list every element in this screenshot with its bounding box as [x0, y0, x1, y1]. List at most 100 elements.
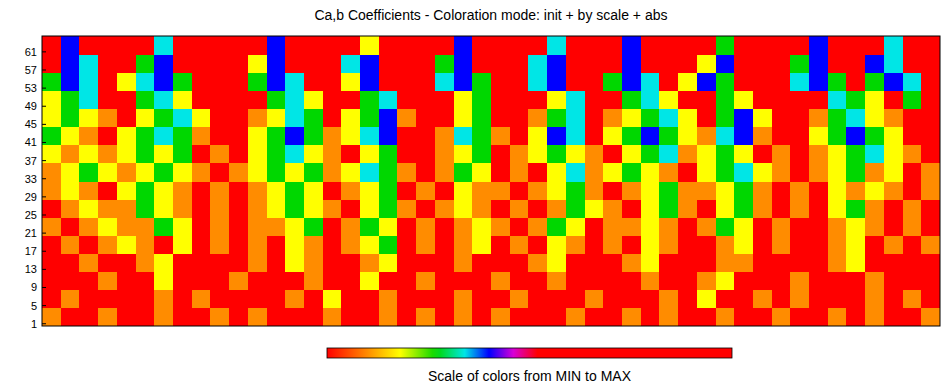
heatmap-cell: [154, 54, 173, 73]
heatmap-cell: [210, 54, 229, 73]
heatmap-cell: [397, 272, 416, 291]
heatmap-cell: [790, 181, 809, 200]
heatmap-cell: [136, 145, 155, 164]
heatmap-cell: [154, 36, 173, 55]
heatmap-cell: [641, 90, 660, 109]
heatmap-cell: [154, 163, 173, 182]
heatmap-cell: [416, 36, 435, 55]
heatmap-cell: [285, 72, 304, 91]
heatmap-cell: [603, 127, 622, 146]
heatmap-cell: [472, 272, 491, 291]
heatmap-cell: [809, 72, 828, 91]
heatmap-cell: [472, 109, 491, 128]
heatmap-cell: [435, 36, 454, 55]
heatmap-cell: [192, 109, 211, 128]
heatmap-cell: [79, 181, 98, 200]
heatmap-cell: [846, 308, 865, 326]
heatmap-cell: [285, 254, 304, 273]
heatmap-cell: [547, 72, 566, 91]
heatmap-cell: [528, 145, 547, 164]
heatmap-cell: [42, 54, 61, 73]
heatmap-cell: [397, 127, 416, 146]
heatmap-cell: [921, 254, 940, 273]
heatmap-cell: [267, 163, 286, 182]
heatmap-cell: [491, 90, 510, 109]
heatmap-cell: [641, 181, 660, 200]
heatmap-cell: [510, 308, 529, 326]
heatmap-cell: [716, 254, 735, 273]
heatmap-cell: [454, 127, 473, 146]
heatmap-cell: [865, 272, 884, 291]
y-tick: [42, 124, 46, 125]
heatmap-cell: [528, 127, 547, 146]
heatmap-cell: [641, 272, 660, 291]
heatmap-cell: [61, 145, 80, 164]
y-tick-label: 49: [25, 100, 37, 112]
heatmap-cell: [435, 127, 454, 146]
heatmap-cell: [716, 145, 735, 164]
heatmap-cells: [42, 36, 940, 326]
heatmap-cell: [42, 290, 61, 309]
heatmap-cell: [828, 109, 847, 128]
heatmap-cell: [210, 72, 229, 91]
heatmap-cell: [790, 163, 809, 182]
heatmap-cell: [323, 72, 342, 91]
heatmap-cell: [117, 217, 136, 236]
y-tick: [42, 196, 46, 197]
heatmap-cell: [323, 54, 342, 73]
heatmap-cell: [603, 54, 622, 73]
heatmap-cell: [341, 127, 360, 146]
heatmap-cell: [734, 290, 753, 309]
heatmap-cell: [117, 72, 136, 91]
heatmap-cell: [285, 145, 304, 164]
y-tick-label: 9: [31, 281, 37, 293]
heatmap-cell: [61, 235, 80, 254]
heatmap-cell: [117, 163, 136, 182]
heatmap-cell: [341, 90, 360, 109]
heatmap-cell: [229, 145, 248, 164]
heatmap-cell: [416, 235, 435, 254]
heatmap-cell: [454, 109, 473, 128]
heatmap-cell: [865, 109, 884, 128]
heatmap-cell: [454, 54, 473, 73]
heatmap-cell: [622, 235, 641, 254]
heatmap-cell: [528, 235, 547, 254]
heatmap-cell: [790, 217, 809, 236]
heatmap-cell: [566, 254, 585, 273]
heatmap-cell: [790, 272, 809, 291]
heatmap-cell: [585, 54, 604, 73]
heatmap-cell: [846, 254, 865, 273]
heatmap-cell: [98, 54, 117, 73]
heatmap-cell: [491, 199, 510, 218]
heatmap-cell: [154, 217, 173, 236]
heatmap-cell: [117, 36, 136, 55]
heatmap-cell: [154, 272, 173, 291]
heatmap-cell: [435, 90, 454, 109]
heatmap-cell: [659, 163, 678, 182]
heatmap-cell: [641, 127, 660, 146]
heatmap-cell: [173, 254, 192, 273]
heatmap-cell: [865, 54, 884, 73]
heatmap-cell: [117, 181, 136, 200]
heatmap-cell: [585, 36, 604, 55]
heatmap-cell: [416, 72, 435, 91]
heatmap-cell: [267, 272, 286, 291]
heatmap-cell: [510, 54, 529, 73]
heatmap-cell: [903, 54, 922, 73]
heatmap-cell: [360, 163, 379, 182]
heatmap-cell: [136, 36, 155, 55]
heatmap-cell: [603, 217, 622, 236]
heatmap-cell: [659, 145, 678, 164]
heatmap-cell: [323, 290, 342, 309]
heatmap-cell: [210, 181, 229, 200]
heatmap-cell: [117, 254, 136, 273]
heatmap-cell: [173, 290, 192, 309]
heatmap-cell: [304, 181, 323, 200]
heatmap-cell: [117, 272, 136, 291]
heatmap-cell: [61, 199, 80, 218]
heatmap-cell: [846, 109, 865, 128]
y-tick-label: 5: [31, 300, 37, 312]
y-tick: [42, 160, 46, 161]
heatmap-cell: [360, 235, 379, 254]
heatmap-cell: [154, 127, 173, 146]
